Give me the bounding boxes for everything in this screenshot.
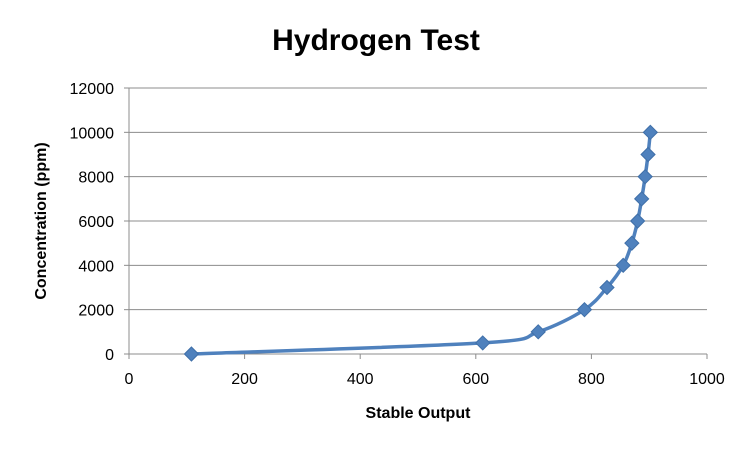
- x-tick-label: 800: [578, 371, 605, 388]
- tick-labels: 0 2000 4000 6000 8000 10000 12000 0 200 400 600 800…: [70, 81, 725, 388]
- data-point-marker: [633, 191, 650, 207]
- series-line: [191, 132, 653, 356]
- x-tick-label: 200: [231, 371, 258, 388]
- y-axis-title: Concentration (ppm): [33, 142, 50, 299]
- data-point-marker: [640, 146, 656, 163]
- axes: [124, 87, 708, 359]
- y-tick-label: 4000: [78, 258, 114, 275]
- data-point-marker: [183, 346, 200, 362]
- data-series: [183, 124, 659, 362]
- x-tick-label: 600: [462, 371, 489, 388]
- y-tick-label: 12000: [70, 81, 115, 98]
- y-tick-label: 8000: [78, 170, 114, 187]
- x-tick-label: 400: [347, 371, 374, 388]
- data-point-marker: [576, 301, 593, 318]
- gridlines: [129, 87, 707, 311]
- data-point-marker: [615, 257, 631, 274]
- x-tick-label: 1000: [689, 371, 725, 388]
- x-axis-title: Stable Output: [366, 405, 472, 422]
- y-tick-label: 6000: [78, 214, 114, 231]
- chart-title: Hydrogen Test: [272, 24, 480, 57]
- data-point-marker: [624, 235, 640, 251]
- x-tick-label: 0: [125, 371, 134, 388]
- y-tick-label: 0: [105, 347, 114, 364]
- data-point-marker: [475, 335, 491, 351]
- data-point-marker: [599, 279, 615, 296]
- data-point-marker: [637, 168, 653, 185]
- y-tick-label: 2000: [78, 303, 114, 320]
- data-point-marker: [530, 324, 546, 340]
- data-point-marker: [629, 213, 646, 229]
- y-tick-label: 10000: [70, 125, 115, 142]
- data-point-marker: [642, 124, 659, 141]
